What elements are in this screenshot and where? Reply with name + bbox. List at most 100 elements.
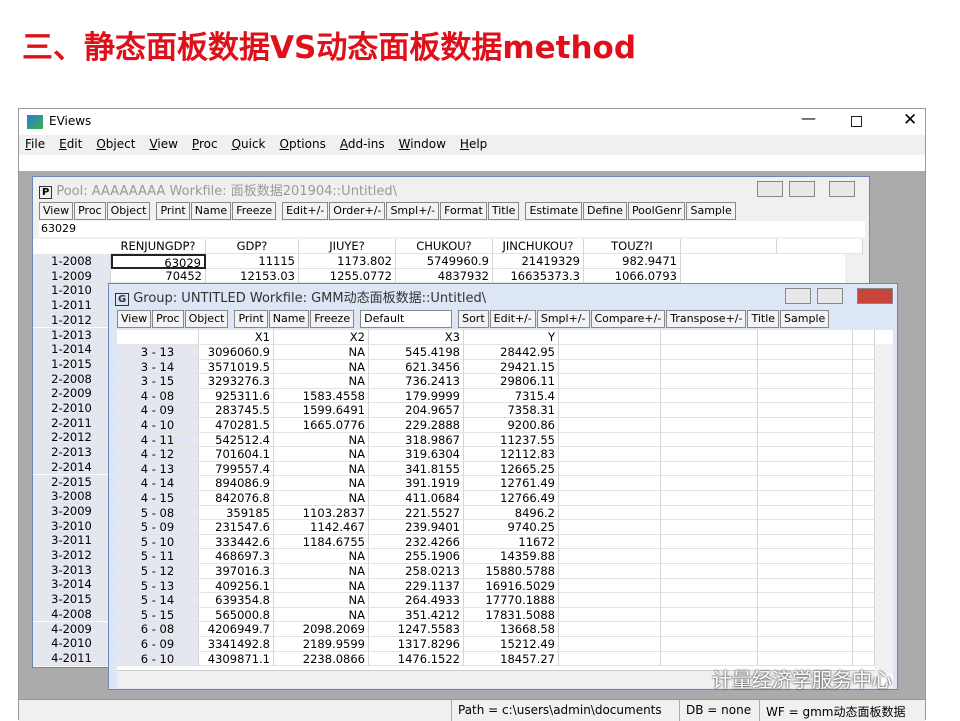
h-scrollbar[interactable] [117,670,875,688]
column-header[interactable]: GDP? [206,239,299,254]
data-cell[interactable]: 799557.4 [199,461,274,477]
toolbar-button[interactable]: Proc [152,310,184,328]
row-label[interactable]: 2-2013 [33,445,111,460]
data-cell[interactable]: 11672 [464,534,559,550]
data-cell[interactable]: NA [274,476,369,491]
row-label[interactable]: 5 - 12 [117,564,199,579]
maximize-button[interactable] [789,181,815,197]
data-cell[interactable]: 16916.5029 [464,578,559,594]
data-cell[interactable]: 12761.49 [464,476,559,491]
toolbar-button[interactable]: Transpose+/- [666,310,747,328]
data-cell[interactable]: NA [274,491,369,506]
scrollbar[interactable] [875,344,893,674]
row-label[interactable]: 5 - 13 [117,578,199,594]
row-label[interactable]: 6 - 09 [117,637,199,652]
row-label[interactable]: 4 - 10 [117,418,199,433]
row-label[interactable]: 1-2010 [33,283,111,299]
data-cell[interactable]: 179.9999 [369,388,464,404]
row-label[interactable]: 4-2011 [33,650,111,666]
toolbar-button[interactable]: Edit+/- [282,202,329,220]
data-cell[interactable]: 3341492.8 [199,637,274,652]
menu-item[interactable]: Object [96,137,136,151]
column-header[interactable]: JINCHUKOU? [493,239,584,254]
row-label[interactable]: 1-2013 [33,327,111,343]
data-cell[interactable]: 409256.1 [199,578,274,594]
data-cell[interactable]: 319.6304 [369,447,464,462]
data-cell[interactable]: 8496.2 [464,505,559,521]
data-cell[interactable]: 11115 [206,254,299,269]
row-label[interactable]: 2-2014 [33,459,111,475]
data-cell[interactable]: 894086.9 [199,476,274,491]
data-cell[interactable]: 1255.0772 [299,268,396,284]
row-label[interactable]: 5 - 09 [117,520,199,535]
toolbar-button[interactable]: Freeze [232,202,277,220]
column-header[interactable]: X1 [199,330,274,345]
data-cell[interactable]: 7315.4 [464,388,559,404]
data-cell[interactable]: 318.9867 [369,432,464,448]
data-cell[interactable]: 18457.27 [464,651,559,667]
data-cell[interactable]: NA [274,564,369,579]
menu-item[interactable]: File [25,137,46,151]
data-cell[interactable]: 15880.5788 [464,564,559,579]
data-cell[interactable]: 12766.49 [464,491,559,506]
column-header[interactable]: CHUKOU? [396,239,493,254]
column-header[interactable]: TOUZ?I [584,239,681,254]
data-cell[interactable]: 1317.8296 [369,637,464,652]
data-cell[interactable]: 639354.8 [199,593,274,608]
data-cell[interactable]: 2238.0866 [274,651,369,667]
data-cell[interactable]: 4837932 [396,268,493,284]
data-cell[interactable]: 255.1906 [369,549,464,564]
data-cell[interactable]: 283745.5 [199,403,274,418]
maximize-button[interactable] [851,116,862,127]
data-cell[interactable]: NA [274,359,369,375]
data-cell[interactable]: 21419329 [493,254,584,269]
row-label[interactable]: 2-2011 [33,415,111,431]
column-header[interactable]: X3 [369,330,464,345]
row-label[interactable]: 4 - 08 [117,388,199,404]
data-cell[interactable]: 359185 [199,505,274,521]
row-label[interactable]: 2-2008 [33,371,111,387]
data-cell[interactable]: 221.5527 [369,505,464,521]
data-cell[interactable]: 411.0684 [369,491,464,506]
row-label[interactable]: 6 - 10 [117,651,199,667]
data-cell[interactable]: 264.4933 [369,593,464,608]
row-label[interactable]: 2-2010 [33,401,111,416]
data-cell[interactable]: 397016.3 [199,564,274,579]
toolbar-button[interactable]: Object [106,202,151,220]
data-cell[interactable]: 1142.467 [274,520,369,535]
row-label[interactable]: 4 - 15 [117,491,199,506]
row-label[interactable]: 3-2009 [33,503,111,519]
data-cell[interactable]: 63029 [111,254,206,269]
data-cell[interactable]: 5749960.9 [396,254,493,269]
edit-line[interactable]: 63029 [39,221,865,237]
data-cell[interactable]: 542512.4 [199,432,274,448]
data-cell[interactable]: NA [274,447,369,462]
column-header[interactable]: JIUYE? [299,239,396,254]
data-cell[interactable]: 468697.3 [199,549,274,564]
toolbar-button[interactable]: Name [190,202,232,220]
data-cell[interactable]: 842076.8 [199,491,274,506]
data-cell[interactable]: 3096060.9 [199,345,274,360]
data-cell[interactable]: 258.0213 [369,564,464,579]
menu-item[interactable]: Add-ins [339,137,385,151]
data-cell[interactable]: 621.3456 [369,359,464,375]
menu-item[interactable]: Proc [191,137,218,151]
data-cell[interactable]: 15212.49 [464,637,559,652]
close-button[interactable] [857,288,893,304]
row-label[interactable]: 1-2011 [33,298,111,313]
data-cell[interactable]: 925311.6 [199,388,274,404]
toolbar-button[interactable]: Object [184,310,229,328]
minimize-button[interactable]: — [801,109,816,127]
toolbar-button[interactable]: Print [156,202,190,220]
row-label[interactable]: 4-2009 [33,621,111,637]
data-cell[interactable]: 28442.95 [464,345,559,360]
data-cell[interactable]: 982.9471 [584,254,681,269]
row-label[interactable]: 6 - 08 [117,622,199,637]
row-label[interactable]: 1-2008 [33,254,111,269]
row-label[interactable]: 2-2009 [33,386,111,401]
data-cell[interactable]: 701604.1 [199,447,274,462]
toolbar-button[interactable]: Compare+/- [590,310,666,328]
data-cell[interactable]: NA [274,593,369,608]
toolbar-button[interactable]: Name [268,310,310,328]
toolbar-button[interactable]: Proc [74,202,106,220]
